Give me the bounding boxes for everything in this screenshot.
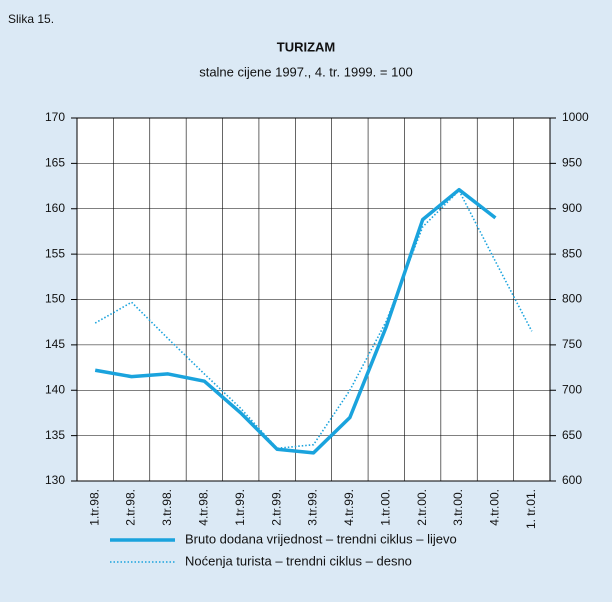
- series-line: [94, 187, 497, 455]
- chart-subtitle: stalne cijene 1997., 4. tr. 1999. = 100: [199, 64, 413, 79]
- y2-tick-label: 600: [562, 473, 582, 487]
- y-tick-label: 160: [45, 201, 65, 215]
- y2-tick-label: 750: [562, 337, 582, 351]
- y-tick-label: 135: [45, 428, 65, 442]
- x-tick-label: 4.tr.99.: [342, 489, 356, 526]
- x-tick-label: 2.tr.98.: [124, 489, 138, 526]
- y2-tick-label: 650: [562, 428, 582, 442]
- y-tick-label: 165: [45, 156, 65, 170]
- figure-label: Slika 15.: [8, 12, 54, 26]
- legend-label: Noćenja turista – trendni ciklus – desno: [185, 553, 412, 568]
- y2-tick-label: 700: [562, 382, 582, 396]
- x-tick-label: 3.tr.98.: [160, 489, 174, 526]
- y-tick-label: 145: [45, 337, 65, 351]
- x-tick-label: 4.tr.00.: [488, 489, 502, 526]
- x-tick-label: 1. tr.01.: [524, 489, 538, 529]
- series-line: [94, 189, 533, 450]
- x-tick-label: 4.tr.98.: [197, 489, 211, 526]
- y-tick-label: 155: [45, 246, 65, 260]
- x-tick-label: 1.tr.98.: [87, 489, 101, 526]
- x-tick-label: 3.tr.00.: [451, 489, 465, 526]
- y2-tick-label: 1000: [562, 110, 589, 124]
- y-tick-label: 140: [45, 382, 65, 396]
- y2-tick-label: 850: [562, 246, 582, 260]
- x-tick-label: 3.tr.99.: [306, 489, 320, 526]
- y-tick-label: 170: [45, 110, 65, 124]
- y2-tick-label: 800: [562, 292, 582, 306]
- plot-frame: [76, 117, 551, 482]
- y2-tick-label: 900: [562, 201, 582, 215]
- x-tick-label: 2.tr.00.: [415, 489, 429, 526]
- legend-label: Bruto dodana vrijednost – trendni ciklus…: [185, 531, 457, 546]
- x-tick-label: 1.tr.00.: [378, 489, 392, 526]
- y2-tick-label: 950: [562, 156, 582, 170]
- y-tick-label: 150: [45, 292, 65, 306]
- x-tick-label: 2.tr.99.: [269, 489, 283, 526]
- chart-title: TURIZAM: [277, 39, 336, 54]
- y-tick-label: 130: [45, 473, 65, 487]
- x-tick-label: 1.tr.99.: [233, 489, 247, 526]
